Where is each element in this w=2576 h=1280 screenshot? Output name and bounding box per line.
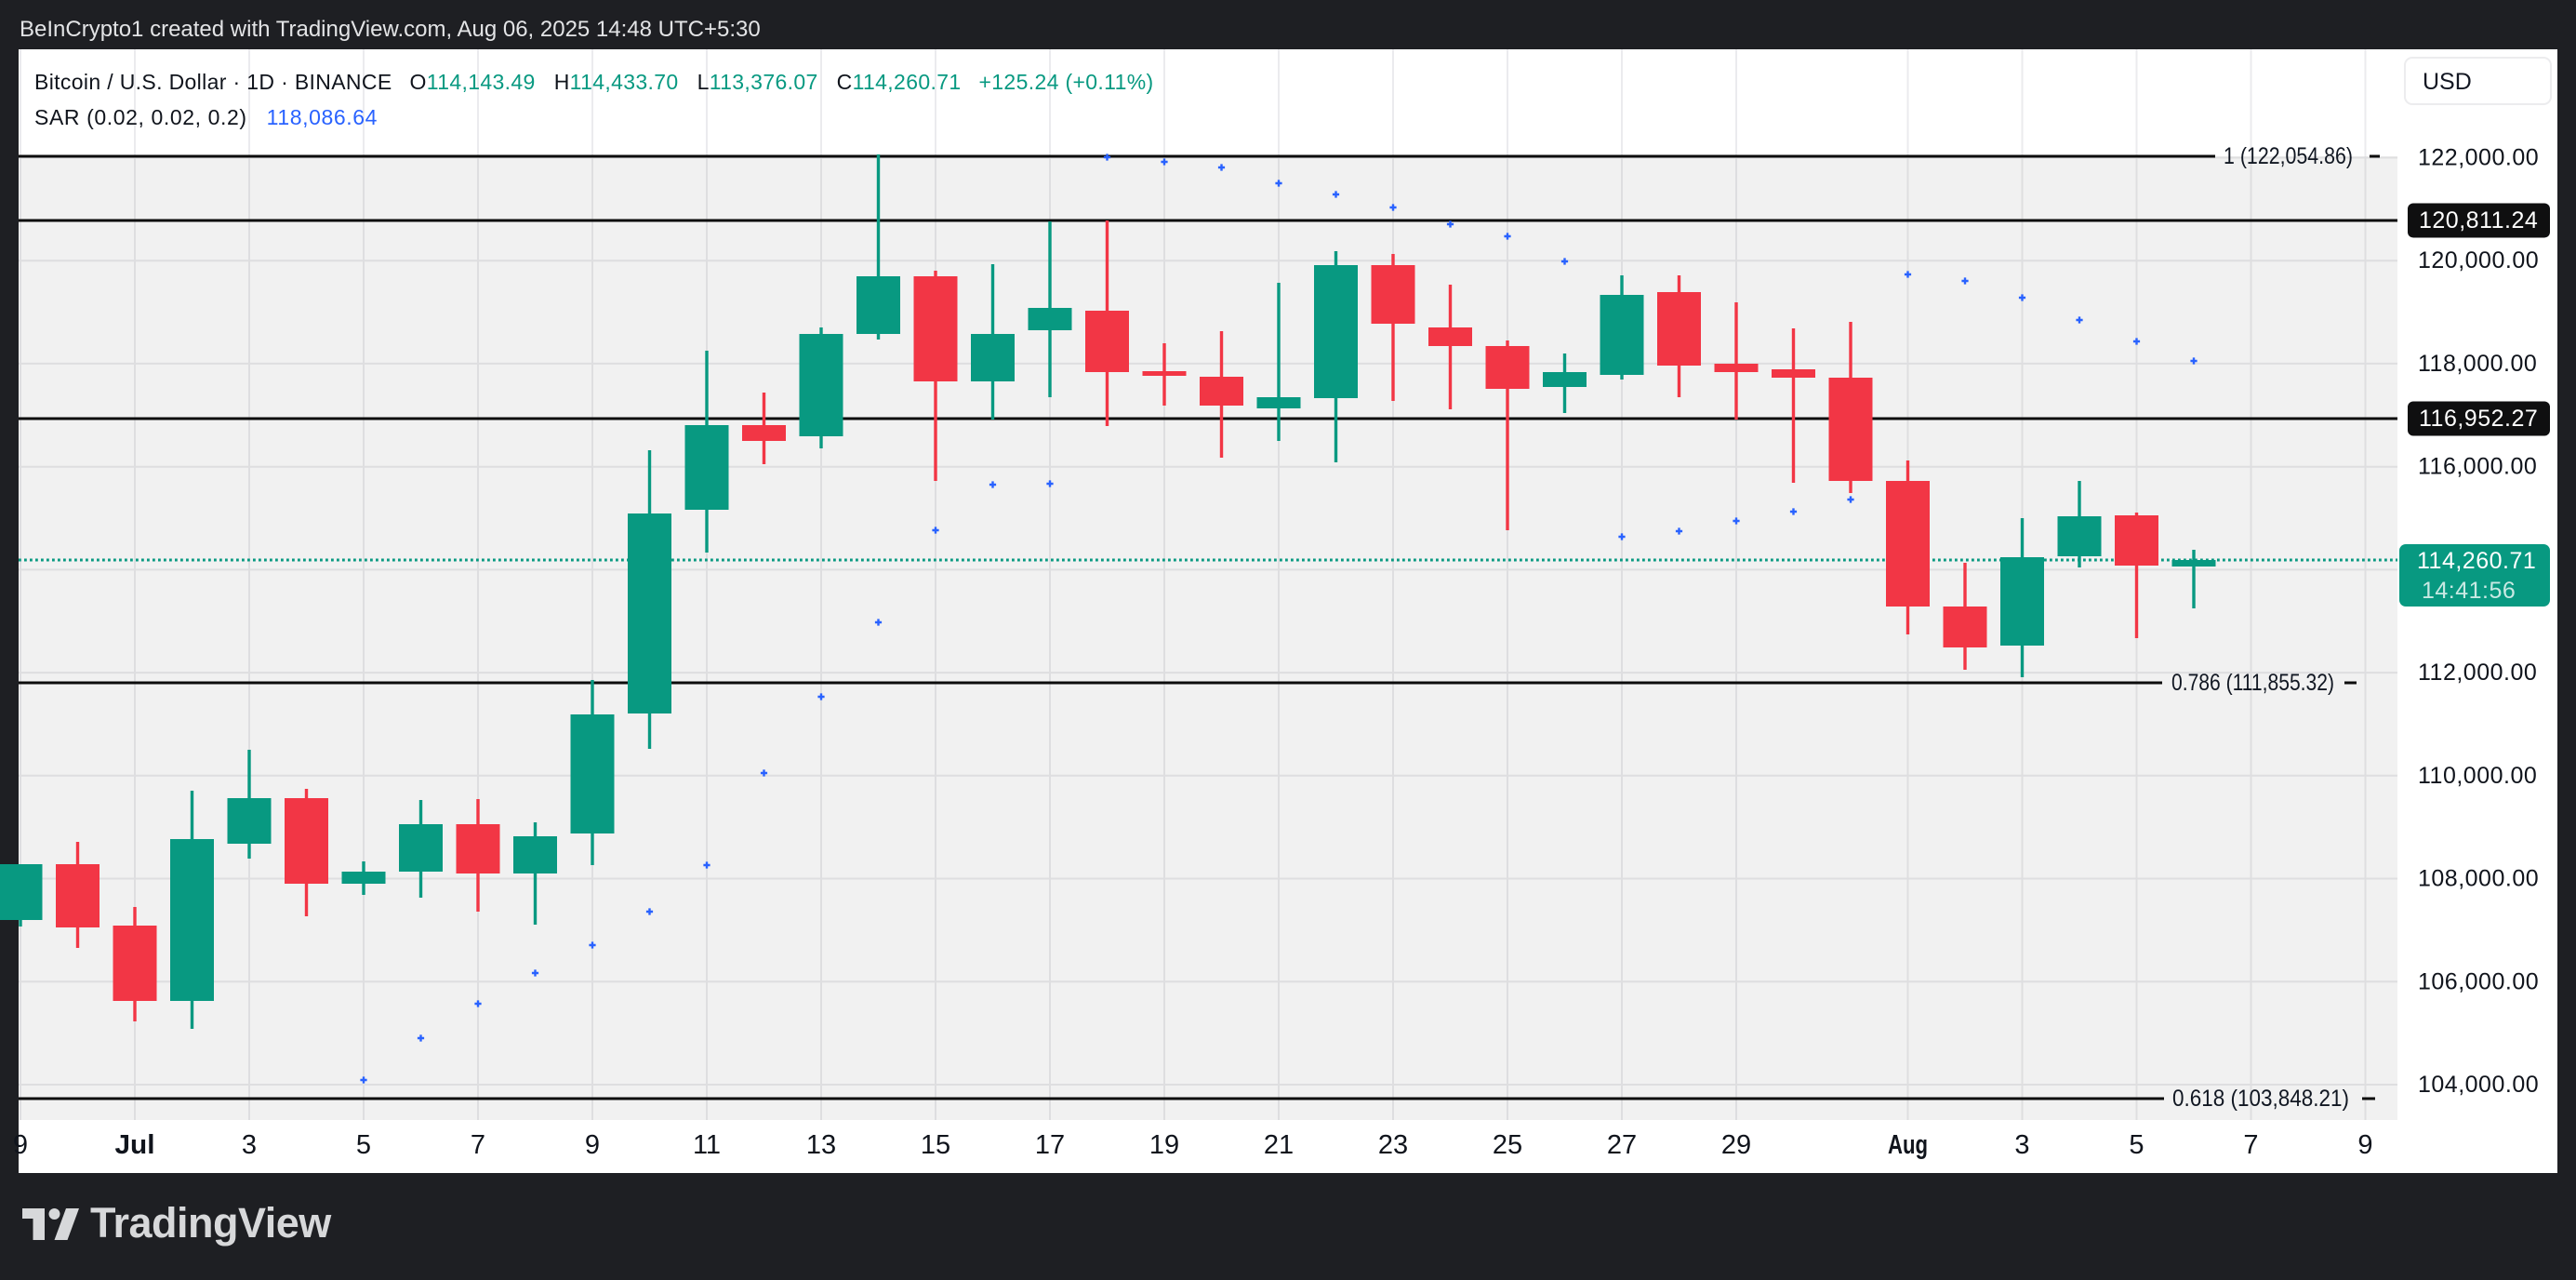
svg-text:13: 13 <box>806 1130 836 1160</box>
svg-text:7: 7 <box>2243 1130 2258 1160</box>
svg-text:1 (122,054.86): 1 (122,054.86) <box>2224 143 2353 169</box>
svg-text:108,000.00: 108,000.00 <box>2418 866 2539 892</box>
svg-text:21: 21 <box>1264 1130 1294 1160</box>
svg-text:5: 5 <box>356 1130 371 1160</box>
svg-text:3: 3 <box>2014 1130 2029 1160</box>
svg-text:120,811.24: 120,811.24 <box>2419 207 2538 233</box>
svg-text:15: 15 <box>921 1130 950 1160</box>
svg-text:7: 7 <box>471 1130 485 1160</box>
svg-text:110,000.00: 110,000.00 <box>2418 763 2537 789</box>
svg-text:25: 25 <box>1493 1130 1522 1160</box>
svg-text:116,000.00: 116,000.00 <box>2418 454 2537 480</box>
svg-text:9: 9 <box>13 1130 28 1160</box>
svg-text:122,000.00: 122,000.00 <box>2418 145 2539 171</box>
svg-text:104,000.00: 104,000.00 <box>2418 1072 2539 1098</box>
svg-text:112,000.00: 112,000.00 <box>2418 660 2537 686</box>
svg-text:Jul: Jul <box>115 1130 155 1160</box>
svg-text:19: 19 <box>1149 1130 1179 1160</box>
svg-text:118,000.00: 118,000.00 <box>2418 351 2537 377</box>
svg-text:106,000.00: 106,000.00 <box>2418 968 2539 994</box>
svg-text:9: 9 <box>585 1130 600 1160</box>
svg-text:0.786 (111,855.32): 0.786 (111,855.32) <box>2171 670 2334 696</box>
svg-text:Aug: Aug <box>1888 1130 1928 1160</box>
svg-text:114,260.71: 114,260.71 <box>2417 548 2536 574</box>
svg-text:14:41:56: 14:41:56 <box>2422 578 2516 604</box>
svg-text:5: 5 <box>2129 1130 2144 1160</box>
svg-text:120,000.00: 120,000.00 <box>2418 247 2539 273</box>
svg-text:29: 29 <box>1721 1130 1751 1160</box>
svg-text:USD: USD <box>2423 69 2472 95</box>
svg-text:23: 23 <box>1378 1130 1408 1160</box>
svg-text:3: 3 <box>242 1130 257 1160</box>
svg-text:116,952.27: 116,952.27 <box>2419 406 2538 432</box>
svg-text:0.618 (103,848.21): 0.618 (103,848.21) <box>2172 1086 2349 1112</box>
svg-text:27: 27 <box>1607 1130 1637 1160</box>
svg-text:17: 17 <box>1035 1130 1065 1160</box>
svg-text:9: 9 <box>2357 1130 2372 1160</box>
svg-text:11: 11 <box>693 1130 721 1160</box>
